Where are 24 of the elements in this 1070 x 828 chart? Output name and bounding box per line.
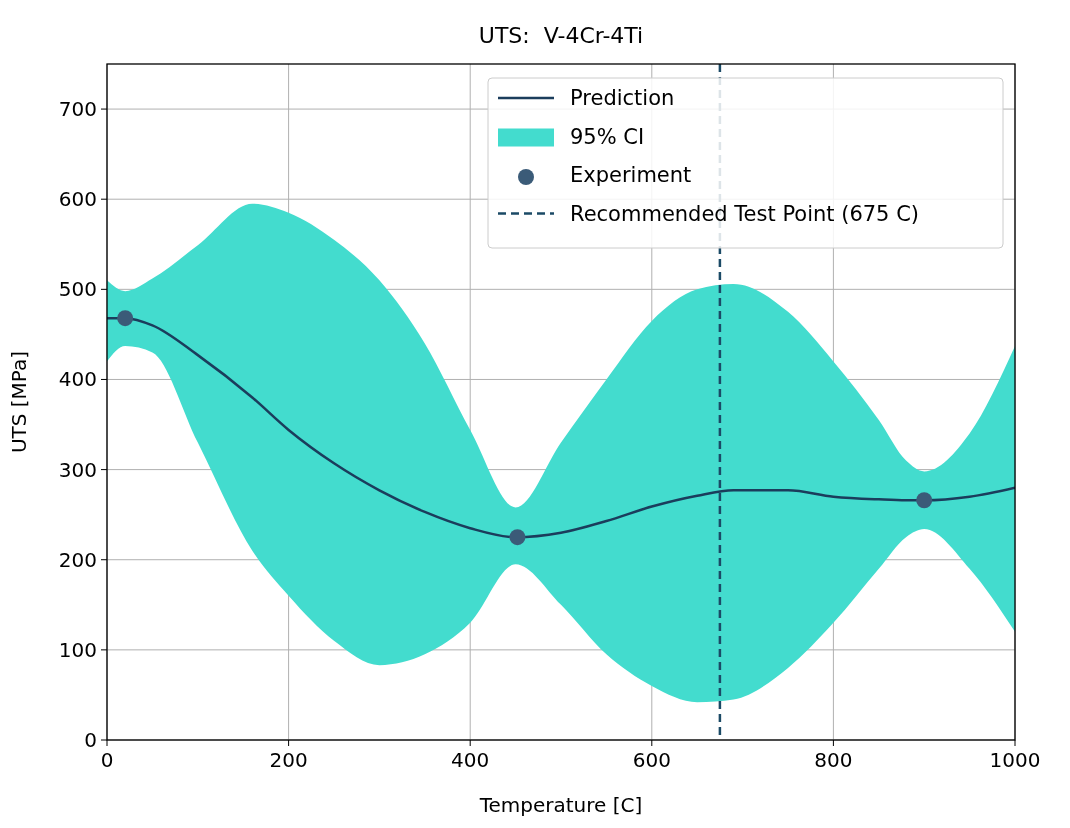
y-tick-label: 700 [58, 97, 97, 122]
y-tick-label: 300 [58, 457, 97, 482]
ref-line-label: Recommended Test Point (675 C) [570, 201, 920, 226]
point [509, 529, 526, 546]
y-tick-label: 400 [58, 367, 97, 392]
point [916, 492, 933, 509]
x-tick-label: 400 [451, 748, 490, 772]
y-tick-label: 0 [84, 728, 97, 752]
x-tick-label: 800 [814, 748, 853, 772]
chart-title: UTS: V-4Cr-4Ti [478, 23, 644, 48]
legend-label: Experiment [570, 163, 692, 187]
y-tick-label: 500 [58, 277, 97, 302]
point [117, 310, 134, 327]
x-tick-label: 0 [100, 748, 114, 772]
x-tick-label: 600 [632, 748, 671, 772]
y-tick-label: 100 [58, 637, 97, 662]
y-axis-title: UTS [MPa] [7, 350, 31, 454]
x-axis-title: Temperature [C] [478, 793, 643, 817]
y-tick-label: 600 [58, 187, 97, 212]
legend-label: Prediction [570, 86, 675, 110]
x-tick-label: 200 [269, 748, 308, 772]
x-tick-label: 1000 [989, 748, 1041, 772]
y-tick-label: 200 [58, 547, 97, 572]
annotation: 95% CI [570, 124, 645, 149]
